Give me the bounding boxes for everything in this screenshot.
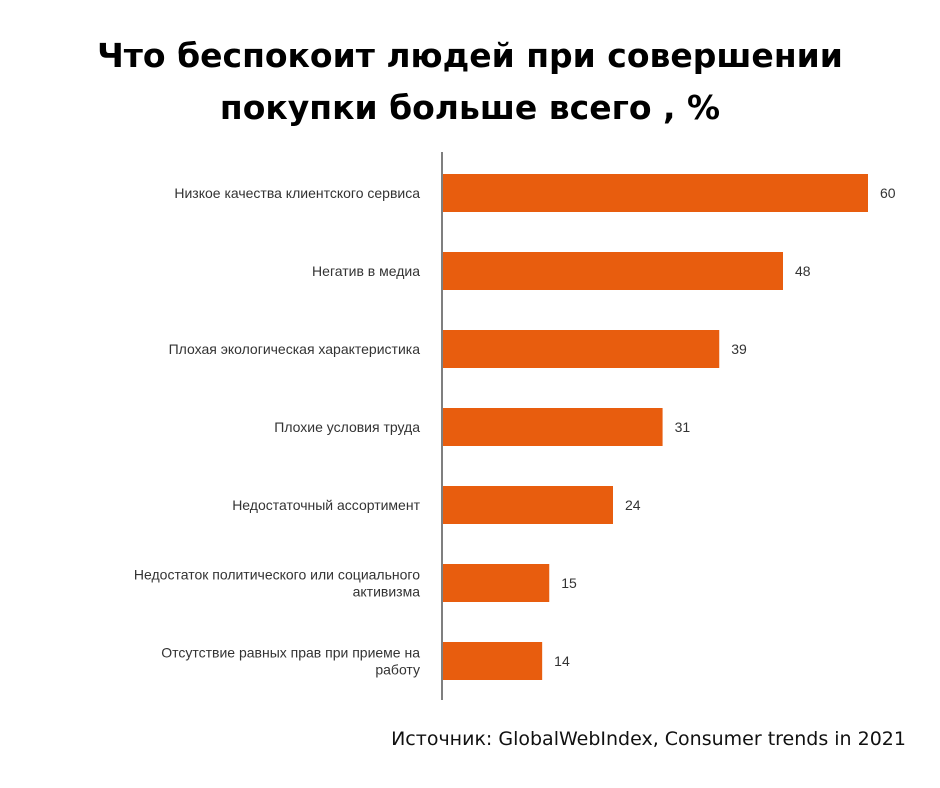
value-label-5: 24 — [625, 497, 641, 513]
value-labels-group: 60 48 39 31 24 15 14 — [554, 185, 896, 669]
bar-5 — [443, 486, 613, 524]
chart-title-line-1: Что беспокоит людей при совершении — [97, 36, 843, 75]
category-label-5: Недостаточный ассортимент — [232, 497, 420, 513]
value-label-4: 31 — [675, 419, 691, 435]
value-label-7: 14 — [554, 653, 570, 669]
category-label-6: Недостаток политического или социального… — [134, 567, 420, 600]
category-label-4: Плохие условия труда — [274, 419, 420, 435]
bar-2 — [443, 252, 783, 290]
category-label-7: Отсутствие равных прав при приеме на рабо… — [161, 645, 420, 678]
bar-4 — [443, 408, 663, 446]
category-label-2: Негатив в медиа — [312, 263, 420, 279]
category-labels-group: Низкое качества клиентского сервиса Негат… — [134, 185, 421, 678]
source-note: Источник: GlobalWebIndex, Consumer trend… — [391, 728, 906, 750]
value-label-2: 48 — [795, 263, 811, 279]
bars-group — [443, 174, 868, 680]
bar-7 — [443, 642, 543, 680]
bar-3 — [443, 330, 720, 368]
chart-title: Что беспокоит людей при совершении покуп… — [0, 30, 940, 134]
category-label-3: Плохая экологическая характеристика — [169, 341, 421, 357]
bar-1 — [443, 174, 868, 212]
value-label-3: 39 — [731, 341, 747, 357]
category-label-1: Низкое качества клиентского сервиса — [174, 185, 420, 201]
value-label-1: 60 — [880, 185, 896, 201]
bar-6 — [443, 564, 550, 602]
value-label-6: 15 — [561, 575, 577, 591]
chart-title-line-2: покупки больше всего , % — [219, 88, 721, 127]
